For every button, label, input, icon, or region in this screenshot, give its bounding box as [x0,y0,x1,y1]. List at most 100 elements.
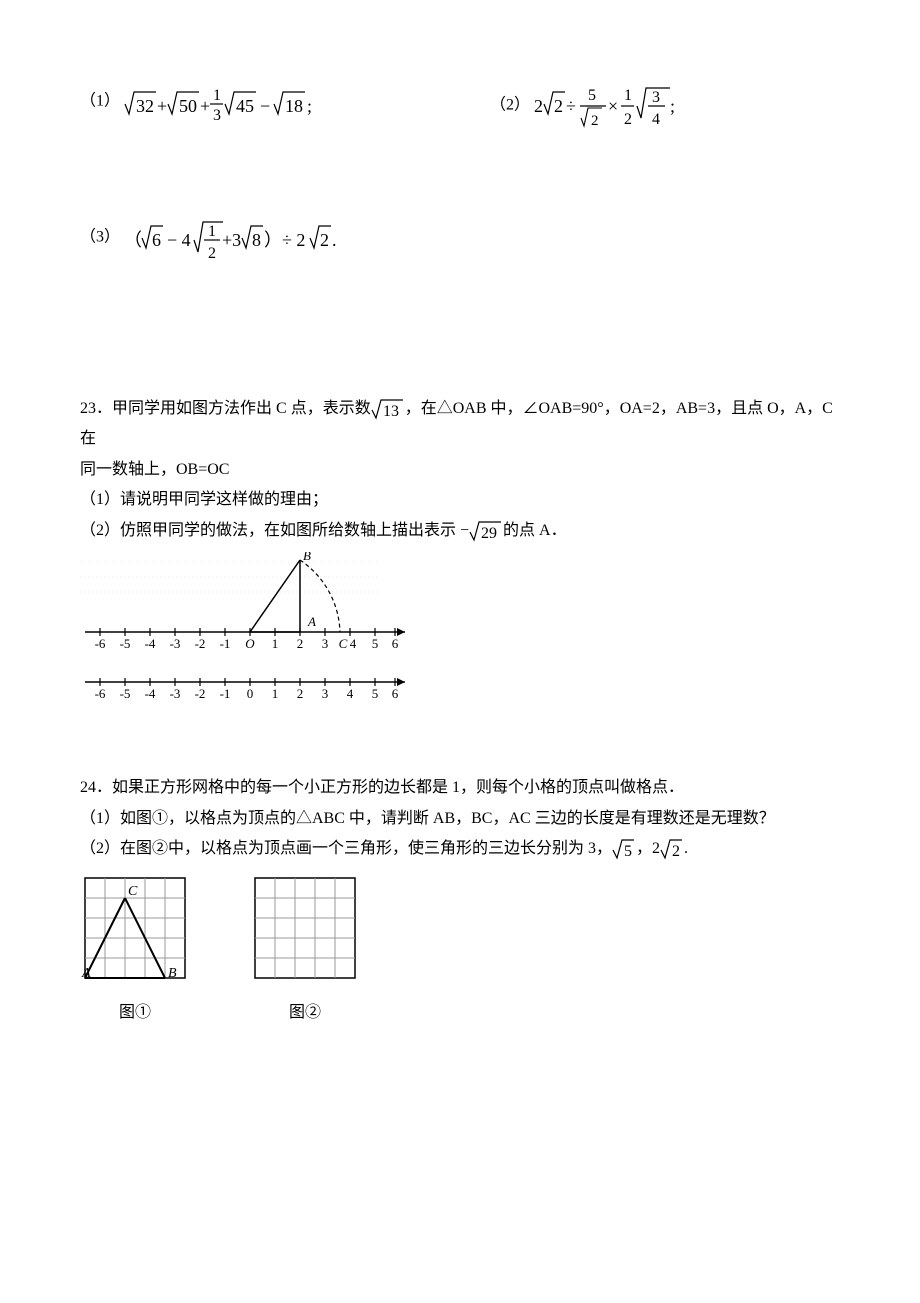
svg-text:0: 0 [247,686,254,701]
svg-text:6: 6 [152,230,161,250]
p24-line1: 24．如果正方形网格中的每一个小正方形的边长都是 1，则每个小格的顶点叫做格点． [80,773,840,803]
formula-1-svg: 32 + 50 + 1 3 45 − 18 [124,80,339,124]
item2-prefix: （2） [490,97,530,114]
sqrt29-svg: 29 [469,520,503,542]
problem-23: 23．甲同学用如图方法作出 C 点，表示数13，在△OAB 中，∠OAB=90°… [80,394,840,713]
svg-text:A: A [307,614,316,629]
svg-text:）: ） [264,230,282,250]
svg-text:2: 2 [591,113,599,129]
formula-3-svg: （ 6 − 4 1 2 +3 8 ） ÷ 2 2 . [124,212,374,264]
p23-q2a: （2）仿照甲同学的做法，在如图所给数轴上描出表示 − [80,522,469,539]
svg-text:45: 45 [236,96,254,116]
p24-num: 24． [80,779,112,796]
svg-text:B: B [168,966,177,981]
svg-text:3: 3 [213,107,221,124]
p23-svg: -6 -5 -4 -3 -2 -1 O 1 2 3 C 4 5 6 [80,552,420,702]
svg-text:−: − [260,96,270,116]
svg-text:− 4: − 4 [167,230,191,250]
svg-text:2: 2 [297,636,304,651]
svg-text:+3: +3 [222,230,241,250]
svg-text:-6: -6 [95,636,106,651]
svg-text:A: A [81,966,91,981]
svg-text:C: C [339,636,348,651]
sqrt13-svg: 13 [371,398,405,420]
p24-q2a: （2）在图②中，以格点为顶点画一个三角形，使三角形的三边长分别为 3， [80,840,612,857]
p24-figures: A B C 图① [80,873,840,1029]
svg-text:÷: ÷ [566,96,576,116]
problem-24: 24．如果正方形网格中的每一个小正方形的边长都是 1，则每个小格的顶点叫做格点．… [80,773,840,1028]
p24-q2b: ，2 [636,840,660,857]
p23-q1: （1）请说明甲同学这样做的理由； [80,485,840,515]
p23-q2b: 的点 A． [503,522,567,539]
problem-22-item-3: （3） （ 6 − 4 1 2 +3 8 ） ÷ 2 [80,212,840,264]
svg-text:5: 5 [588,87,596,104]
svg-text:-1: -1 [220,636,231,651]
svg-text:÷ 2: ÷ 2 [282,230,305,250]
svg-text:1: 1 [208,223,216,240]
figure-1: A B C 图① [80,873,190,1029]
svg-text:2: 2 [320,230,329,250]
svg-text:13: 13 [383,403,399,420]
svg-text:-3: -3 [170,686,181,701]
svg-text:-1: -1 [220,686,231,701]
svg-text:3: 3 [322,686,329,701]
problem-22-item-1: （1） 32 + 50 + 1 3 4 [80,80,430,132]
svg-text:3: 3 [322,636,329,651]
problem-22-row1: （1） 32 + 50 + 1 3 4 [80,80,840,132]
spacer [80,354,840,394]
problem-22-item-2: （2） 2 2 ÷ 5 2 × 1 2 [490,80,840,132]
problem-23-line1: 23．甲同学用如图方法作出 C 点，表示数13，在△OAB 中，∠OAB=90°… [80,394,840,455]
svg-text:6: 6 [392,636,399,651]
svg-text:2: 2 [624,111,632,128]
svg-text:+: + [200,96,210,116]
svg-text:-5: -5 [120,686,131,701]
svg-text:5: 5 [372,686,379,701]
p24-q2c: . [684,840,688,857]
svg-text:1: 1 [272,686,279,701]
formula-2-svg: 2 2 ÷ 5 2 × 1 2 3 [534,80,714,132]
svg-text:-3: -3 [170,636,181,651]
svg-text:29: 29 [481,525,497,542]
figure-1-svg: A B C [80,873,190,983]
svg-text:3: 3 [652,89,660,106]
p23-l2: 同一数轴上，OB=OC [80,455,840,485]
svg-text:-4: -4 [145,686,156,701]
p23-num: 23． [80,400,112,417]
svg-text:5: 5 [624,843,632,860]
svg-text:;: ; [307,96,312,116]
page: （1） 32 + 50 + 1 3 4 [0,0,920,1108]
svg-text:2: 2 [534,96,543,116]
svg-text:2: 2 [672,843,680,860]
figure-2: 图② [250,873,360,1029]
fig1-label: 图① [80,998,190,1028]
svg-text:4: 4 [652,111,660,128]
svg-text:18: 18 [285,96,303,116]
svg-text:6: 6 [392,686,399,701]
svg-text:4: 4 [347,686,354,701]
svg-text:+: + [157,96,167,116]
fig2-label: 图② [250,998,360,1028]
item3-prefix: （3） [80,229,120,246]
svg-text:8: 8 [252,230,261,250]
svg-text:-2: -2 [195,636,206,651]
svg-text:1: 1 [624,87,632,104]
svg-text:2: 2 [208,245,216,262]
figure-2-svg [250,873,360,983]
item1-prefix: （1） [80,93,120,110]
svg-text:×: × [608,96,618,116]
svg-text:2: 2 [297,686,304,701]
spacer2 [80,753,840,773]
svg-text:1: 1 [213,87,221,104]
svg-text:32: 32 [136,96,154,116]
svg-text:-6: -6 [95,686,106,701]
svg-text:-2: -2 [195,686,206,701]
svg-text:-5: -5 [120,636,131,651]
sqrt5-svg: 5 [612,838,636,860]
p23-l1a: 甲同学用如图方法作出 C 点，表示数 [112,400,371,417]
p23-q2: （2）仿照甲同学的做法，在如图所给数轴上描出表示 − 29 的点 A． [80,516,840,546]
svg-text:5: 5 [372,636,379,651]
svg-text:1: 1 [272,636,279,651]
svg-text:4: 4 [350,636,357,651]
sqrt2b-svg: 2 [660,838,684,860]
svg-text:B: B [303,552,311,563]
